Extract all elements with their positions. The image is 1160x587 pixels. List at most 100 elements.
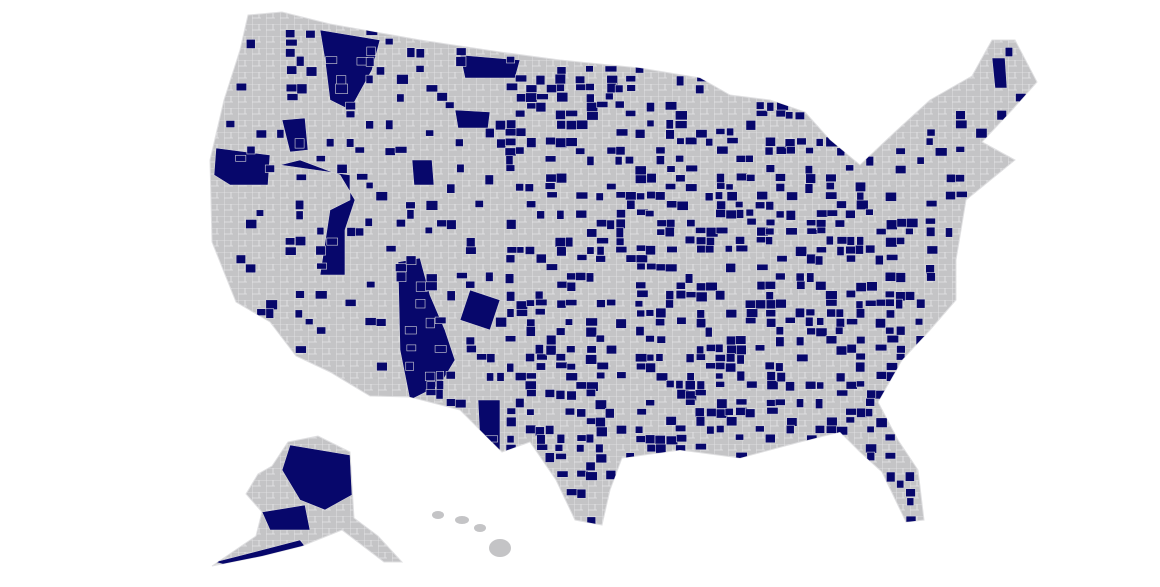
county <box>766 102 775 112</box>
county <box>696 309 705 319</box>
county <box>635 326 645 337</box>
county <box>566 363 576 371</box>
county <box>576 254 588 261</box>
county <box>646 173 657 184</box>
county <box>765 136 776 147</box>
county <box>855 244 864 255</box>
county <box>735 398 748 406</box>
county <box>646 262 657 271</box>
county <box>926 272 936 282</box>
county <box>585 83 595 91</box>
county <box>555 327 566 336</box>
county <box>485 127 495 139</box>
county <box>676 137 685 145</box>
county <box>564 318 573 326</box>
county <box>725 362 737 373</box>
county <box>576 444 585 453</box>
county <box>735 335 747 345</box>
county <box>634 129 646 139</box>
county <box>424 371 436 382</box>
county <box>685 353 695 363</box>
county <box>535 102 547 113</box>
county <box>665 290 675 300</box>
county <box>726 127 735 137</box>
county <box>376 361 388 372</box>
county <box>634 425 644 434</box>
county <box>655 443 667 454</box>
county <box>866 425 875 433</box>
county <box>775 183 785 192</box>
county <box>716 425 725 433</box>
county <box>556 83 565 92</box>
county <box>335 83 348 94</box>
county <box>875 228 887 236</box>
county <box>295 345 307 354</box>
county <box>806 272 815 283</box>
county <box>895 353 906 361</box>
county <box>436 92 448 102</box>
county <box>505 164 516 172</box>
county <box>795 272 805 282</box>
county <box>716 145 729 155</box>
county <box>545 136 557 146</box>
county <box>775 272 786 281</box>
county <box>465 246 477 255</box>
county <box>764 433 776 444</box>
county <box>836 236 848 245</box>
county <box>736 344 747 355</box>
county <box>855 300 864 310</box>
county <box>535 75 546 86</box>
county <box>586 155 595 166</box>
county <box>735 451 748 459</box>
county <box>705 344 717 352</box>
county <box>835 318 845 328</box>
county <box>286 65 298 75</box>
county <box>626 84 636 92</box>
county <box>586 101 599 113</box>
county <box>815 398 824 409</box>
county <box>856 199 869 211</box>
county <box>735 433 744 441</box>
county <box>796 280 806 290</box>
county <box>675 154 685 163</box>
county <box>255 129 267 139</box>
county <box>764 146 774 156</box>
county <box>554 73 566 85</box>
county <box>555 390 566 400</box>
county <box>675 380 684 390</box>
county <box>636 192 645 201</box>
county <box>835 308 844 318</box>
county <box>425 200 439 211</box>
county <box>925 137 934 146</box>
county <box>535 253 547 264</box>
county <box>545 345 557 356</box>
county <box>555 172 568 184</box>
county <box>485 271 494 282</box>
county <box>614 100 625 109</box>
county <box>726 335 737 346</box>
county <box>436 370 444 381</box>
county <box>425 84 439 93</box>
county <box>836 426 848 436</box>
county <box>554 237 567 248</box>
county <box>676 200 689 211</box>
county <box>604 408 615 419</box>
county <box>264 164 275 173</box>
county <box>665 119 674 130</box>
county <box>405 201 416 210</box>
county <box>455 138 464 147</box>
county <box>586 93 595 103</box>
county <box>605 92 614 101</box>
county <box>696 318 707 329</box>
county <box>836 246 845 256</box>
county <box>845 209 856 219</box>
county <box>766 407 779 415</box>
county <box>785 381 795 392</box>
county <box>845 289 856 298</box>
county <box>745 317 757 325</box>
county <box>524 246 535 255</box>
county <box>735 236 745 245</box>
county <box>235 82 247 92</box>
county <box>865 299 878 307</box>
county <box>406 209 415 220</box>
